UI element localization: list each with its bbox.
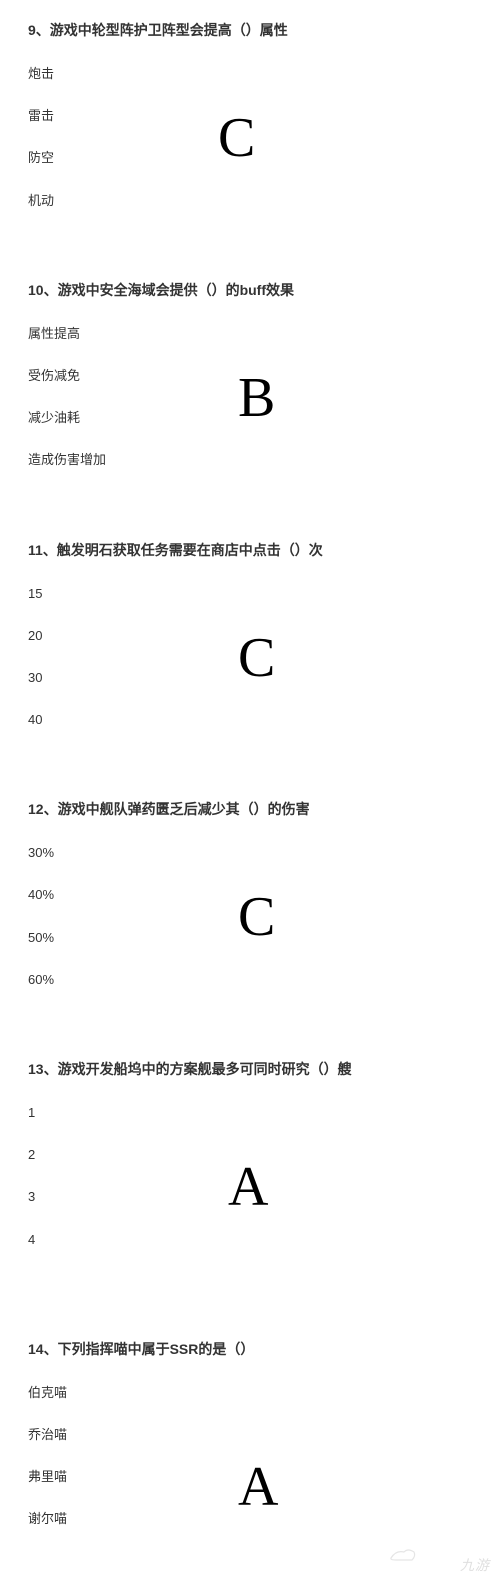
question-block: 10、游戏中安全海域会提供（）的buff效果 属性提高 受伤减免 减少油耗 造成… <box>28 280 472 470</box>
question-block: 9、游戏中轮型阵护卫阵型会提高（）属性 炮击 雷击 防空 机动 C <box>28 20 472 210</box>
answer-overlay: B <box>238 370 275 426</box>
option: 4 <box>28 1231 472 1249</box>
question-title: 9、游戏中轮型阵护卫阵型会提高（）属性 <box>28 20 472 41</box>
answer-overlay: A <box>238 1459 278 1515</box>
option: 属性提高 <box>28 325 472 343</box>
option: 15 <box>28 585 472 603</box>
question-title: 12、游戏中舰队弹药匮乏后减少其（）的伤害 <box>28 799 472 820</box>
option: 伯克喵 <box>28 1384 472 1402</box>
option: 1 <box>28 1104 472 1122</box>
option: 炮击 <box>28 65 472 83</box>
option: 40 <box>28 711 472 729</box>
option: 乔治喵 <box>28 1426 472 1444</box>
option: 造成伤害增加 <box>28 451 472 469</box>
question-block: 13、游戏开发船坞中的方案舰最多可同时研究（）艘 1 2 3 4 A <box>28 1059 472 1249</box>
quiz-content: 9、游戏中轮型阵护卫阵型会提高（）属性 炮击 雷击 防空 机动 C 10、游戏中… <box>0 0 500 1583</box>
answer-overlay: C <box>218 110 255 166</box>
question-block: 14、下列指挥喵中属于SSR的是（） 伯克喵 乔治喵 弗里喵 谢尔喵 A <box>28 1339 472 1529</box>
watermark-text: 九游 <box>460 1557 490 1573</box>
question-block: 12、游戏中舰队弹药匮乏后减少其（）的伤害 30% 40% 50% 60% C <box>28 799 472 989</box>
question-title: 10、游戏中安全海域会提供（）的buff效果 <box>28 280 472 301</box>
answer-overlay: C <box>238 630 275 686</box>
question-title: 11、触发明石获取任务需要在商店中点击（）次 <box>28 540 472 561</box>
question-title: 13、游戏开发船坞中的方案舰最多可同时研究（）艘 <box>28 1059 472 1080</box>
question-block: 11、触发明石获取任务需要在商店中点击（）次 15 20 30 40 C <box>28 540 472 730</box>
answer-overlay: C <box>238 889 275 945</box>
watermark: 九游 <box>386 1540 490 1575</box>
option: 机动 <box>28 192 472 210</box>
option: 60% <box>28 971 472 989</box>
answer-overlay: A <box>228 1159 268 1215</box>
option: 30% <box>28 844 472 862</box>
question-title: 14、下列指挥喵中属于SSR的是（） <box>28 1339 472 1360</box>
